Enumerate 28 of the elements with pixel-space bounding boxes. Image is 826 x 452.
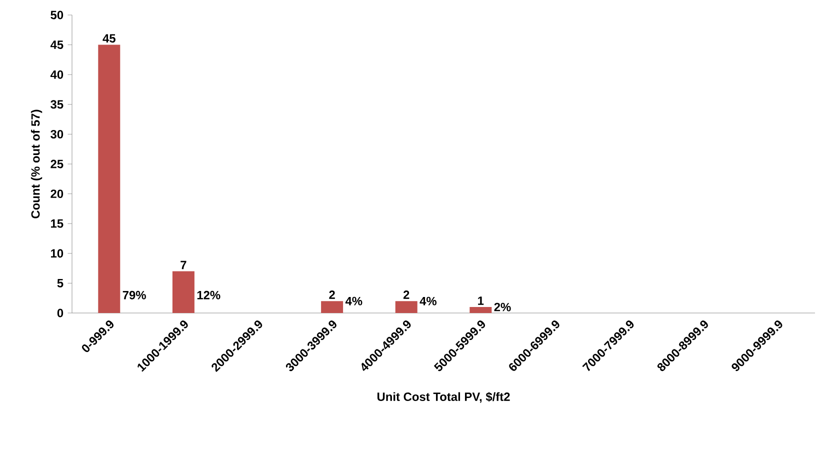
bar [395, 301, 418, 313]
y-tick-label: 45 [50, 40, 64, 49]
y-tick-label: 25 [50, 160, 64, 168]
y-tick-label: 50 [50, 10, 64, 20]
data-label: 2 [403, 290, 410, 299]
bar [98, 44, 120, 313]
y-tick-label: 20 [50, 190, 64, 198]
y-tick-label: 15 [51, 219, 64, 228]
bar [470, 307, 492, 313]
bar [172, 271, 194, 313]
data-label: 7 [180, 260, 186, 270]
annotation: 12% [197, 290, 220, 300]
y-axis-title: Count (% out of 57) [30, 110, 42, 218]
data-label: 45 [102, 34, 116, 43]
y-tick-label: 0 [57, 308, 64, 318]
y-tick-label: 5 [57, 279, 64, 288]
annotation: 4% [420, 296, 437, 306]
annotation: 4% [345, 296, 362, 306]
data-label: 1 [478, 296, 484, 305]
data-label: 2 [329, 290, 335, 299]
y-tick-label: 30 [50, 130, 64, 138]
x-axis-title: Unit Cost Total PV, $/ft2 [377, 392, 510, 403]
y-tick-label: 35 [50, 100, 64, 109]
y-tick-label: 40 [50, 70, 64, 79]
y-tick-label: 10 [51, 249, 64, 258]
annotation: 2% [494, 302, 511, 312]
bar [321, 301, 344, 313]
annotation: 79% [122, 290, 146, 300]
